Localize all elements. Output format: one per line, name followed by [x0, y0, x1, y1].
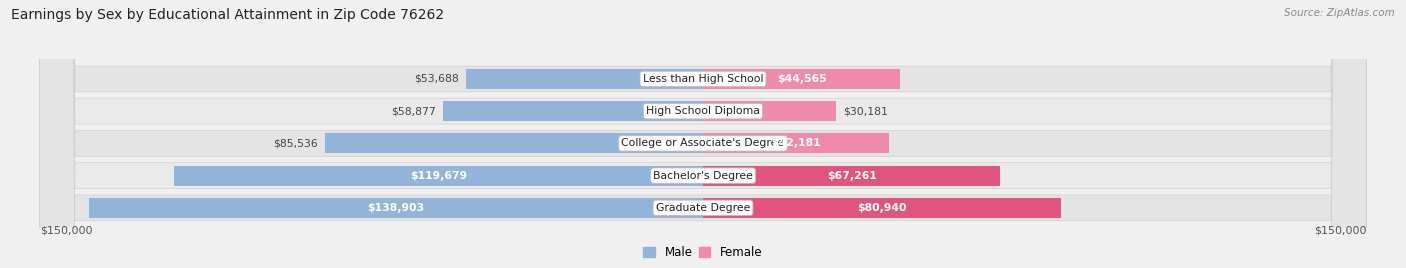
Bar — [89, 198, 703, 218]
Text: $80,940: $80,940 — [858, 203, 907, 213]
Bar — [703, 133, 890, 153]
Text: Source: ZipAtlas.com: Source: ZipAtlas.com — [1284, 8, 1395, 18]
Text: Less than High School: Less than High School — [643, 74, 763, 84]
Text: $67,261: $67,261 — [827, 171, 876, 181]
Text: $58,877: $58,877 — [391, 106, 436, 116]
Text: College or Associate's Degree: College or Associate's Degree — [621, 138, 785, 148]
FancyBboxPatch shape — [39, 0, 1367, 268]
FancyBboxPatch shape — [39, 0, 1367, 268]
Bar — [703, 166, 1001, 185]
Text: $30,181: $30,181 — [844, 106, 889, 116]
Text: Graduate Degree: Graduate Degree — [655, 203, 751, 213]
Text: $44,565: $44,565 — [776, 74, 827, 84]
Text: $85,536: $85,536 — [273, 138, 318, 148]
Text: Bachelor's Degree: Bachelor's Degree — [652, 171, 754, 181]
Bar — [325, 133, 703, 153]
FancyBboxPatch shape — [39, 0, 1367, 268]
Text: $150,000: $150,000 — [1313, 226, 1367, 236]
Text: $119,679: $119,679 — [411, 171, 467, 181]
Text: High School Diploma: High School Diploma — [647, 106, 759, 116]
Text: $138,903: $138,903 — [367, 203, 425, 213]
Text: $42,181: $42,181 — [772, 138, 821, 148]
FancyBboxPatch shape — [39, 0, 1367, 268]
Bar — [703, 198, 1062, 218]
Text: Earnings by Sex by Educational Attainment in Zip Code 76262: Earnings by Sex by Educational Attainmen… — [11, 8, 444, 22]
FancyBboxPatch shape — [39, 0, 1367, 268]
Bar — [443, 101, 703, 121]
Bar — [174, 166, 703, 185]
Bar — [703, 101, 837, 121]
Bar — [703, 69, 900, 89]
Text: $53,688: $53,688 — [415, 74, 458, 84]
Text: $150,000: $150,000 — [39, 226, 93, 236]
Legend: Male, Female: Male, Female — [644, 246, 762, 259]
Bar — [465, 69, 703, 89]
